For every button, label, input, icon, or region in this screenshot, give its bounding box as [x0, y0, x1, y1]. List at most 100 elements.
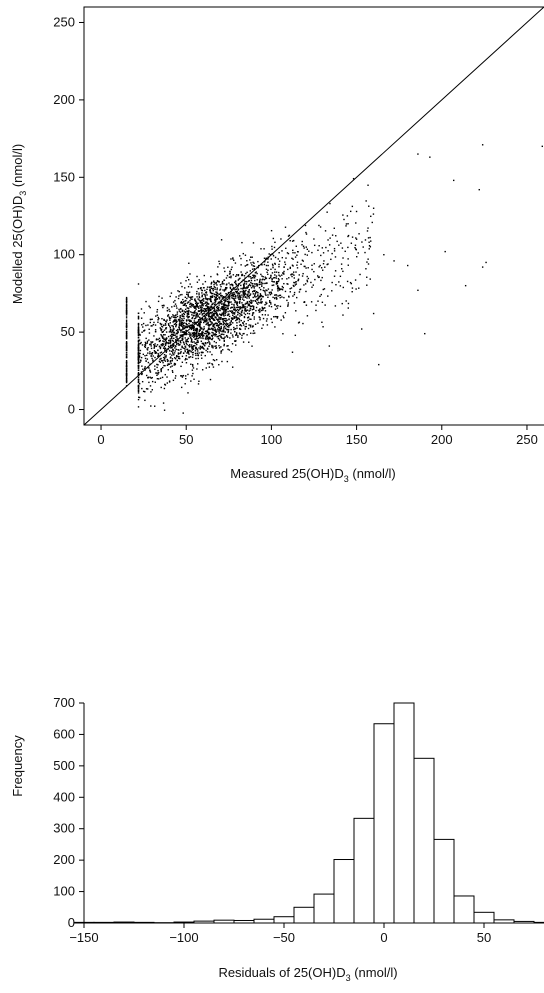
data-point: [342, 270, 344, 273]
data-point: [211, 335, 214, 337]
data-point: [237, 335, 239, 337]
data-point: [218, 339, 221, 341]
data-point: [156, 308, 159, 311]
data-point: [151, 357, 153, 360]
data-point: [182, 319, 185, 322]
data-point: [137, 386, 140, 388]
data-point: [178, 323, 181, 325]
data-point: [339, 275, 342, 278]
data-point: [161, 326, 164, 328]
data-point: [185, 355, 188, 357]
data-point: [153, 321, 155, 324]
data-point: [293, 293, 296, 296]
data-point: [202, 337, 204, 340]
data-point: [283, 282, 285, 285]
data-point: [228, 273, 231, 275]
data-point: [140, 341, 142, 344]
data-point: [216, 287, 218, 289]
data-point: [192, 354, 194, 356]
data-point: [182, 304, 185, 307]
data-point: [355, 238, 358, 240]
y-tick: 100: [53, 247, 84, 262]
data-point: [185, 333, 187, 336]
data-point: [201, 306, 203, 309]
data-point: [198, 330, 201, 333]
data-point: [125, 323, 128, 325]
data-point: [248, 275, 250, 278]
data-point: [173, 320, 175, 323]
data-point: [153, 345, 156, 347]
data-point: [222, 308, 225, 311]
data-point: [234, 312, 236, 314]
data-point: [181, 315, 183, 317]
data-point: [305, 267, 307, 269]
data-point: [215, 291, 217, 293]
data-point: [177, 340, 179, 342]
data-point: [185, 280, 187, 282]
data-point: [229, 295, 231, 297]
data-point: [270, 303, 272, 305]
data-point: [145, 360, 147, 362]
data-point: [283, 316, 285, 319]
data-point: [163, 354, 166, 356]
data-point: [224, 312, 226, 314]
data-point: [161, 336, 164, 339]
data-point: [219, 313, 221, 315]
data-point: [164, 384, 167, 386]
data-point: [191, 332, 194, 335]
data-point: [185, 342, 188, 344]
data-point: [182, 326, 184, 328]
data-point: [125, 334, 128, 337]
data-point: [234, 300, 236, 302]
data-point: [220, 333, 222, 336]
data-point: [184, 311, 187, 313]
data-point: [189, 335, 191, 337]
data-point: [212, 327, 214, 330]
data-point: [281, 272, 284, 274]
data-point: [148, 332, 151, 334]
data-point: [204, 297, 207, 299]
data-point: [270, 268, 272, 271]
data-point: [151, 380, 154, 383]
data-point: [206, 330, 209, 332]
data-point: [232, 292, 234, 294]
data-point: [239, 255, 241, 257]
data-point: [141, 365, 143, 367]
data-point: [243, 287, 246, 289]
data-point: [301, 259, 304, 261]
data-point: [169, 317, 171, 320]
data-point: [208, 341, 210, 343]
data-point: [254, 285, 256, 287]
data-point: [218, 263, 221, 265]
data-point: [241, 310, 244, 312]
data-point: [268, 301, 271, 303]
data-point: [287, 305, 289, 307]
data-point: [199, 323, 201, 325]
data-point: [201, 303, 203, 305]
data-point: [139, 342, 142, 345]
data-point: [301, 275, 304, 277]
data-point: [294, 334, 297, 337]
data-point: [225, 287, 227, 290]
data-point: [197, 316, 199, 318]
data-point: [193, 306, 195, 308]
data-point: [367, 263, 370, 265]
data-point: [232, 257, 234, 259]
data-point: [242, 287, 245, 290]
data-point: [189, 273, 191, 275]
data-point: [180, 375, 182, 377]
data-point: [189, 303, 191, 306]
data-point: [305, 304, 308, 306]
data-point: [330, 258, 332, 261]
data-point: [173, 305, 176, 307]
data-point: [267, 314, 269, 316]
data-point: [166, 307, 169, 309]
data-point: [196, 305, 199, 307]
data-point: [191, 303, 193, 305]
data-point: [247, 280, 250, 282]
data-point: [205, 337, 207, 339]
data-point: [195, 321, 197, 324]
data-point: [342, 286, 345, 289]
data-point: [244, 290, 246, 292]
data-point: [354, 279, 357, 281]
